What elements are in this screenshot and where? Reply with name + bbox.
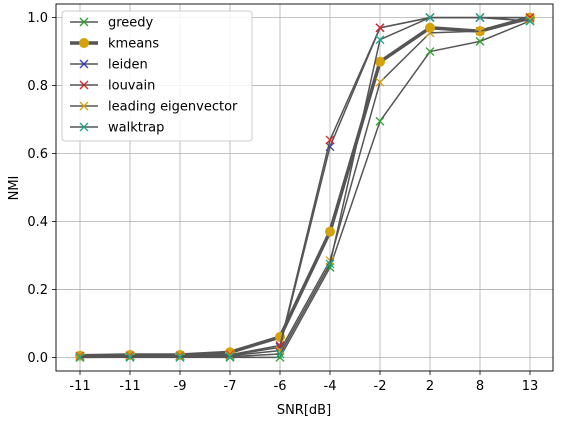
legend-box	[61, 10, 253, 142]
data-point-leading-eigenvector	[525, 14, 535, 24]
marker-stroke	[375, 35, 385, 45]
marker-stroke	[525, 14, 535, 24]
axis-ticks: -11 -11 -9 -7 -6 -4 -2 2 8 13 0.0 0.2 0.4 0.6 0.8 1.0	[27, 11, 538, 394]
data-point-leading-eigenvector	[225, 351, 235, 361]
y-tick-label: 1.0	[27, 11, 48, 26]
series-layer	[75, 12, 535, 362]
data-point-leading-eigenvector	[475, 26, 485, 36]
marker-stroke	[475, 13, 485, 23]
data-point-walktrap	[175, 352, 185, 362]
legend-label: leiden	[108, 58, 148, 73]
data-point-walktrap	[475, 13, 485, 23]
legend-label: walktrap	[108, 121, 164, 136]
data-point-louvain	[375, 23, 385, 33]
legend-label: kmeans	[108, 37, 159, 52]
y-axis-label: NMI	[7, 176, 22, 201]
marker-stroke	[375, 116, 385, 126]
x-tick-label: -7	[224, 379, 237, 394]
y-tick-label: 0.4	[27, 215, 48, 230]
y-tick-label: 0.6	[27, 147, 48, 162]
data-point-greedy	[475, 36, 485, 46]
x-tick-label: -11	[119, 379, 140, 394]
x-tick-label: -9	[174, 379, 187, 394]
marker-stroke	[79, 101, 89, 111]
legend-marker	[79, 122, 89, 132]
data-point-walktrap	[375, 35, 385, 45]
y-tick-label: 0.8	[27, 79, 48, 94]
marker-stroke	[475, 36, 485, 46]
plot-frame	[55, 3, 554, 372]
marker-stroke	[79, 17, 89, 27]
legend-label: leading eigenvector	[108, 100, 238, 115]
marker-stroke	[225, 351, 235, 361]
legend: greedy kmeans leiden louvain leading eigenve…	[61, 10, 253, 142]
marker-stroke	[79, 122, 89, 132]
marker-stroke	[75, 352, 85, 362]
marker-stroke	[375, 23, 385, 33]
y-tick-label: 0.0	[27, 351, 48, 366]
legend-entry-leading-eigenvector: leading eigenvector	[70, 100, 238, 115]
data-point-leading-eigenvector	[375, 77, 385, 87]
legend-marker	[79, 101, 89, 111]
marker-stroke	[325, 259, 335, 269]
marker-stroke	[225, 352, 235, 362]
marker-stroke	[275, 352, 285, 362]
marker-stroke	[475, 26, 485, 36]
data-point-walktrap	[525, 16, 535, 26]
marker-stroke	[425, 28, 435, 38]
marker-stroke	[425, 13, 435, 23]
marker-stroke	[275, 349, 285, 359]
legend-marker	[79, 59, 89, 69]
data-point-louvain	[325, 135, 335, 145]
marker-stroke	[79, 80, 89, 90]
y-tick-label: 0.2	[27, 283, 48, 298]
legend-entry-louvain: louvain	[70, 79, 155, 94]
series-walktrap	[75, 13, 535, 362]
x-tick-label: 8	[476, 379, 484, 394]
legend-marker	[79, 80, 89, 90]
data-point-walktrap	[325, 259, 335, 269]
data-point-walktrap	[275, 349, 285, 359]
data-point-greedy	[375, 116, 385, 126]
x-tick-label: -4	[324, 379, 337, 394]
x-tick-label: -11	[69, 379, 90, 394]
data-point-leading-eigenvector	[425, 28, 435, 38]
x-tick-label: -2	[374, 379, 387, 394]
legend-label: louvain	[108, 79, 155, 94]
marker-stroke	[79, 59, 89, 69]
series-line-walktrap	[79, 16, 531, 359]
marker-stroke	[325, 135, 335, 145]
marker-stroke	[525, 16, 535, 26]
x-tick-label: -6	[274, 379, 287, 394]
data-point-walktrap	[75, 352, 85, 362]
legend-entry-kmeans: kmeans	[70, 37, 159, 52]
legend-label: greedy	[108, 16, 154, 31]
marker-stroke	[125, 352, 135, 362]
data-point-walktrap	[425, 13, 435, 23]
x-tick-label: 13	[522, 379, 539, 394]
data-point-kmeans	[375, 56, 385, 67]
legend-marker	[79, 17, 89, 27]
data-point-walktrap	[125, 352, 135, 362]
x-axis-label: SNR[dB]	[277, 403, 331, 418]
data-point-greedy	[425, 47, 435, 57]
legend-entry-greedy: greedy	[70, 16, 154, 31]
data-point-kmeans	[325, 226, 335, 237]
marker-stroke	[175, 352, 185, 362]
marker-stroke	[375, 77, 385, 87]
legend-entry-leiden: leiden	[70, 58, 148, 73]
marker-stroke	[425, 47, 435, 57]
legend-marker	[79, 38, 89, 48]
x-tick-label: 2	[426, 379, 434, 394]
legend-entry-walktrap: walktrap	[70, 121, 164, 136]
data-point-kmeans	[425, 22, 435, 33]
data-point-walktrap	[225, 352, 235, 362]
